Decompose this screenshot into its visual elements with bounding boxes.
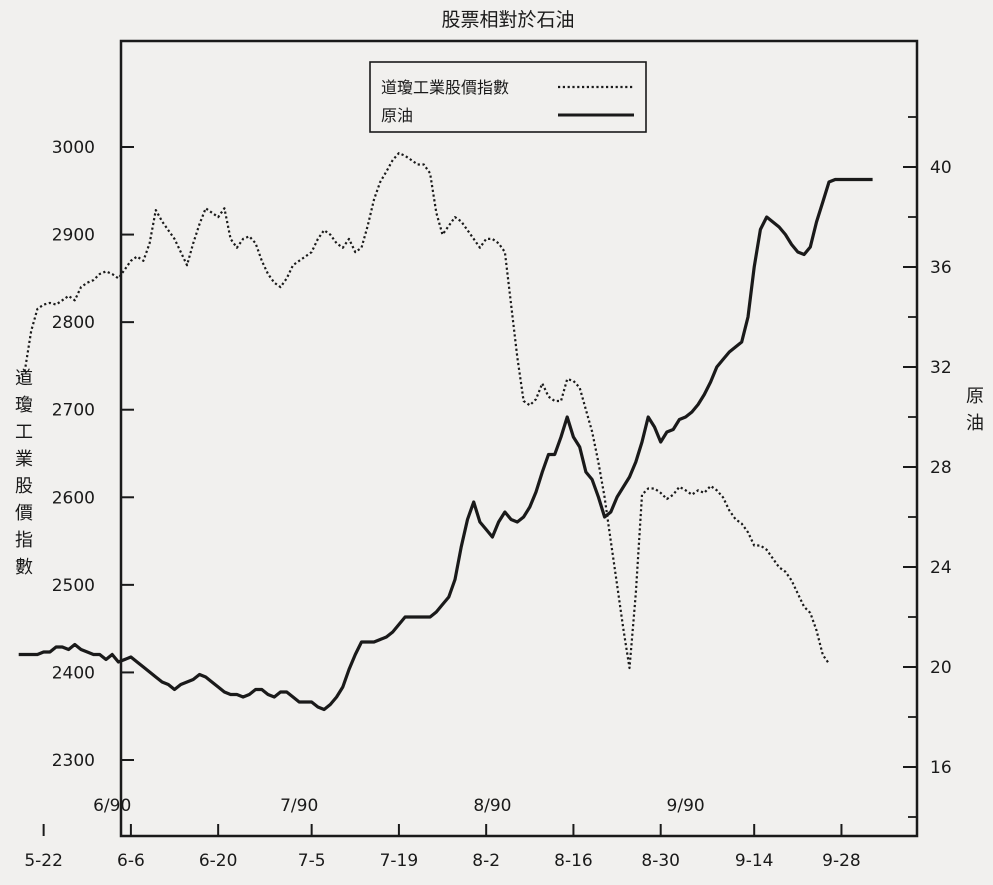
left-axis-tick-label: 2700 [52,401,95,421]
y-axis-label-right: 原油 [966,386,984,434]
x-axis-tick-label: 6-6 [117,851,145,871]
right-axis-tick-label: 36 [930,258,952,278]
right-axis-tick-label: 40 [930,158,952,178]
legend-entry-label: 原油 [381,106,413,125]
x-axis-tick-label: 9-14 [735,851,774,871]
axis-label-char: 工 [15,422,33,443]
right-axis-tick-label: 16 [930,758,952,778]
axes: 2300 2400 2500 2600 2700 2800 2900 3000 16 20 24 28… [24,116,952,871]
axis-label-char: 原 [966,386,984,407]
x-axis-month-label: 7/90 [280,796,318,816]
plot-frame [119,39,919,838]
x-axis-month-label: 9/90 [667,796,705,816]
axis-label-char: 股 [15,476,33,497]
x-axis-tick-label: 8-16 [554,851,593,871]
x-axis-tick-label: 9-28 [822,851,861,871]
axis-label-char: 數 [15,557,33,578]
y-axis-label-left: 道瓊工業股價指數 [15,368,33,578]
dow-jones-series-line [17,152,830,670]
x-axis-tick-label: 7-5 [298,851,326,871]
left-axis-tick-label: 3000 [52,138,95,158]
legend-entry-label: 道瓊工業股價指數 [381,78,509,97]
series-layer [17,152,873,712]
axis-label-char: 道 [15,368,33,389]
chart-title: 股票相對於石油 [441,9,574,31]
axis-label-char: 指 [15,530,33,551]
legend-box [369,61,647,133]
left-axis-tick-label: 2400 [52,663,95,683]
x-axis-tick-label: 7-19 [380,851,419,871]
x-axis-tick-label: 5-22 [24,851,63,871]
left-axis-tick-label: 2500 [52,576,95,596]
right-axis-tick-label: 24 [930,558,952,578]
axis-label-char: 油 [966,413,984,434]
left-axis-tick-label: 2300 [52,751,95,771]
x-axis-month-label: 8/90 [473,796,511,816]
right-axis-tick-label: 32 [930,358,952,378]
axis-label-char: 瓊 [15,395,33,416]
axis-label-char: 業 [15,449,33,470]
crude-oil-series-line [18,177,873,712]
right-axis-tick-label: 20 [930,658,952,678]
axis-label-char: 價 [15,503,33,524]
right-axis-tick-label: 28 [930,458,952,478]
x-axis-tick-label: 8-2 [472,851,500,871]
x-axis-tick-label: 6-20 [199,851,238,871]
x-axis-month-label: 6/90 [93,796,131,816]
left-axis-tick-label: 2600 [52,488,95,508]
x-axis-tick-label: 8-30 [641,851,680,871]
left-axis-tick-label: 2900 [52,226,95,246]
left-axis-tick-label: 2800 [52,313,95,333]
